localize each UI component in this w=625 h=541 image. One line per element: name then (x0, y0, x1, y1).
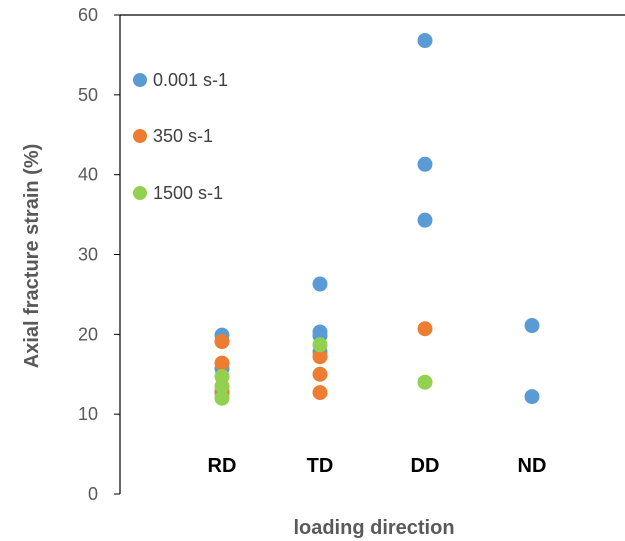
category-label-rd: RD (208, 455, 237, 477)
y-tick-label: 60 (78, 5, 98, 25)
data-point-series-3 (417, 374, 433, 390)
data-point-series-3 (312, 337, 328, 353)
category-label-td: TD (307, 455, 334, 477)
data-point-series-1 (417, 156, 433, 172)
y-tick-label: 10 (78, 404, 98, 424)
data-point-series-1 (417, 212, 433, 228)
x-axis-title: loading direction (293, 517, 454, 539)
data-point-series-2 (417, 321, 433, 337)
data-points (214, 33, 540, 406)
y-tick-label: 40 (78, 165, 98, 185)
data-point-series-1 (524, 318, 540, 334)
y-axis-ticks: 0 10 20 30 40 50 60 (78, 5, 120, 504)
data-point-series-1 (417, 33, 433, 49)
data-point-series-3 (214, 378, 230, 394)
data-point-series-1 (524, 389, 540, 405)
y-tick-label: 50 (78, 85, 98, 105)
legend-marker-series-2 (133, 129, 147, 143)
legend-label-series-2: 350 s-1 (153, 126, 213, 146)
data-point-series-2 (312, 385, 328, 401)
y-tick-label: 0 (88, 484, 98, 504)
category-labels: RD TD DD ND (208, 455, 547, 477)
category-label-dd: DD (411, 455, 440, 477)
data-point-series-2 (214, 355, 230, 371)
legend-label-series-1: 0.001 s-1 (153, 70, 228, 90)
y-axis-title: Axial fracture strain (%) (21, 144, 43, 369)
y-tick-label: 30 (78, 245, 98, 265)
data-point-series-1 (312, 276, 328, 292)
legend: 0.001 s-1 350 s-1 1500 s-1 (133, 70, 228, 203)
legend-label-series-3: 1500 s-1 (153, 183, 223, 203)
data-point-series-2 (214, 334, 230, 350)
data-point-series-2 (312, 366, 328, 382)
data-point-series-3 (214, 390, 230, 406)
category-label-nd: ND (518, 455, 547, 477)
y-tick-label: 20 (78, 324, 98, 344)
legend-marker-series-3 (133, 186, 147, 200)
legend-marker-series-1 (133, 73, 147, 87)
data-point-series-2 (312, 349, 328, 365)
